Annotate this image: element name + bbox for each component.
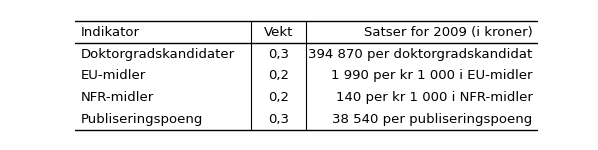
Text: 0,3: 0,3	[268, 48, 289, 61]
Text: 0,2: 0,2	[268, 69, 289, 82]
Text: Indikator: Indikator	[80, 26, 139, 39]
Text: 0,2: 0,2	[268, 91, 289, 104]
Text: Doktorgradskandidater: Doktorgradskandidater	[80, 48, 234, 61]
Text: 0,3: 0,3	[268, 113, 289, 126]
Text: Publiseringspoeng: Publiseringspoeng	[80, 113, 203, 126]
Text: Satser for 2009 (i kroner): Satser for 2009 (i kroner)	[364, 26, 533, 39]
Text: 394 870 per doktorgradskandidat: 394 870 per doktorgradskandidat	[309, 48, 533, 61]
Text: 38 540 per publiseringspoeng: 38 540 per publiseringspoeng	[332, 113, 533, 126]
Text: 140 per kr 1 000 i NFR-midler: 140 per kr 1 000 i NFR-midler	[335, 91, 533, 104]
Text: EU-midler: EU-midler	[80, 69, 145, 82]
Text: 1 990 per kr 1 000 i EU-midler: 1 990 per kr 1 000 i EU-midler	[331, 69, 533, 82]
Text: Vekt: Vekt	[264, 26, 294, 39]
Text: NFR-midler: NFR-midler	[80, 91, 154, 104]
